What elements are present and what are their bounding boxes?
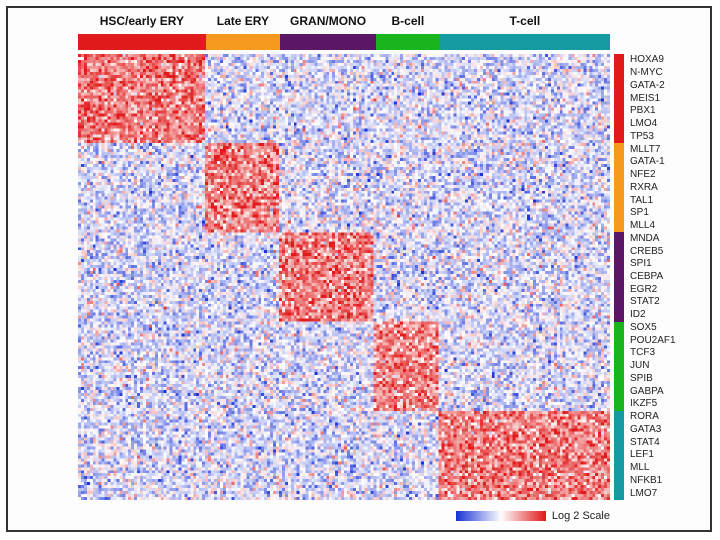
gene-label: PBX1 [630, 106, 700, 116]
gene-label: JUN [630, 361, 700, 371]
heatmap-figure: Факторы транскрипции HSC/early ERYLate E… [6, 6, 712, 532]
gene-label: STAT2 [630, 297, 700, 307]
row-group-genes: MLLT7 GATA-1 NFE2 RXRA TAL1 SP1 MLL4 [630, 143, 700, 232]
gene-label: SPIB [630, 374, 700, 384]
gene-label: TP53 [630, 132, 700, 142]
column-group-swatch [376, 34, 440, 50]
row-group-swatch [614, 232, 624, 321]
row-group-swatch [614, 322, 624, 411]
column-group-labels: HSC/early ERYLate ERYGRAN/MONOB-cellT-ce… [78, 14, 610, 32]
column-group-swatch [440, 34, 610, 50]
gene-label: GATA-2 [630, 81, 700, 91]
gene-label: MLL [630, 463, 700, 473]
color-legend: Log 2 Scale [456, 506, 610, 526]
row-group-swatch [614, 143, 624, 232]
heatmap-body [78, 54, 610, 500]
legend-gradient [456, 511, 546, 521]
column-group-label: B-cell [376, 14, 440, 32]
gene-label: LMO7 [630, 489, 700, 499]
column-group-swatch [206, 34, 280, 50]
column-group-label: GRAN/MONO [280, 14, 376, 32]
row-group-genes: SOX5 POU2AF1 TCF3 JUN SPIB GABPA IKZF5 [630, 322, 700, 411]
gene-label: TCF3 [630, 348, 700, 358]
gene-label: CEBPA [630, 272, 700, 282]
gene-label: SOX5 [630, 323, 700, 333]
column-group-colorbar [78, 34, 610, 50]
gene-label: SPI1 [630, 259, 700, 269]
gene-label: CREB5 [630, 247, 700, 257]
gene-label: RORA [630, 412, 700, 422]
row-group-swatch [614, 54, 624, 143]
column-group-swatch [280, 34, 376, 50]
row-group-genes: MNDA CREB5 SPI1 CEBPA EGR2 STAT2 ID2 [630, 232, 700, 321]
heatmap-canvas [78, 54, 610, 500]
column-group-label: HSC/early ERY [78, 14, 206, 32]
gene-label: POU2AF1 [630, 336, 700, 346]
gene-label: GATA-1 [630, 157, 700, 167]
column-group-label: T-cell [440, 14, 610, 32]
row-gene-labels: HOXA9 N-MYC GATA-2 MEIS1 PBX1 LMO4 TP53 MLLT7 GA… [630, 54, 700, 500]
gene-label: ID2 [630, 310, 700, 320]
gene-label: HOXA9 [630, 55, 700, 65]
gene-label: TAL1 [630, 196, 700, 206]
gene-label: MLL4 [630, 221, 700, 231]
column-group-label: Late ERY [206, 14, 280, 32]
legend-label: Log 2 Scale [552, 510, 610, 522]
gene-label: GATA3 [630, 425, 700, 435]
row-group-genes: HOXA9 N-MYC GATA-2 MEIS1 PBX1 LMO4 TP53 [630, 54, 700, 143]
gene-label: MLLT7 [630, 145, 700, 155]
row-group-colorbar [614, 54, 624, 500]
gene-label: NFKB1 [630, 476, 700, 486]
gene-label: MNDA [630, 234, 700, 244]
gene-label: LEF1 [630, 450, 700, 460]
gene-label: N-MYC [630, 68, 700, 78]
row-group-swatch [614, 411, 624, 500]
row-group-genes: RORA GATA3 STAT4 LEF1 MLL NFKB1 LMO7 [630, 411, 700, 500]
gene-label: NFE2 [630, 170, 700, 180]
gene-label: RXRA [630, 183, 700, 193]
gene-label: EGR2 [630, 285, 700, 295]
gene-label: LMO4 [630, 119, 700, 129]
gene-label: GABPA [630, 387, 700, 397]
gene-label: STAT4 [630, 438, 700, 448]
column-group-swatch [78, 34, 206, 50]
gene-label: SP1 [630, 208, 700, 218]
gene-label: IKZF5 [630, 399, 700, 409]
gene-label: MEIS1 [630, 94, 700, 104]
